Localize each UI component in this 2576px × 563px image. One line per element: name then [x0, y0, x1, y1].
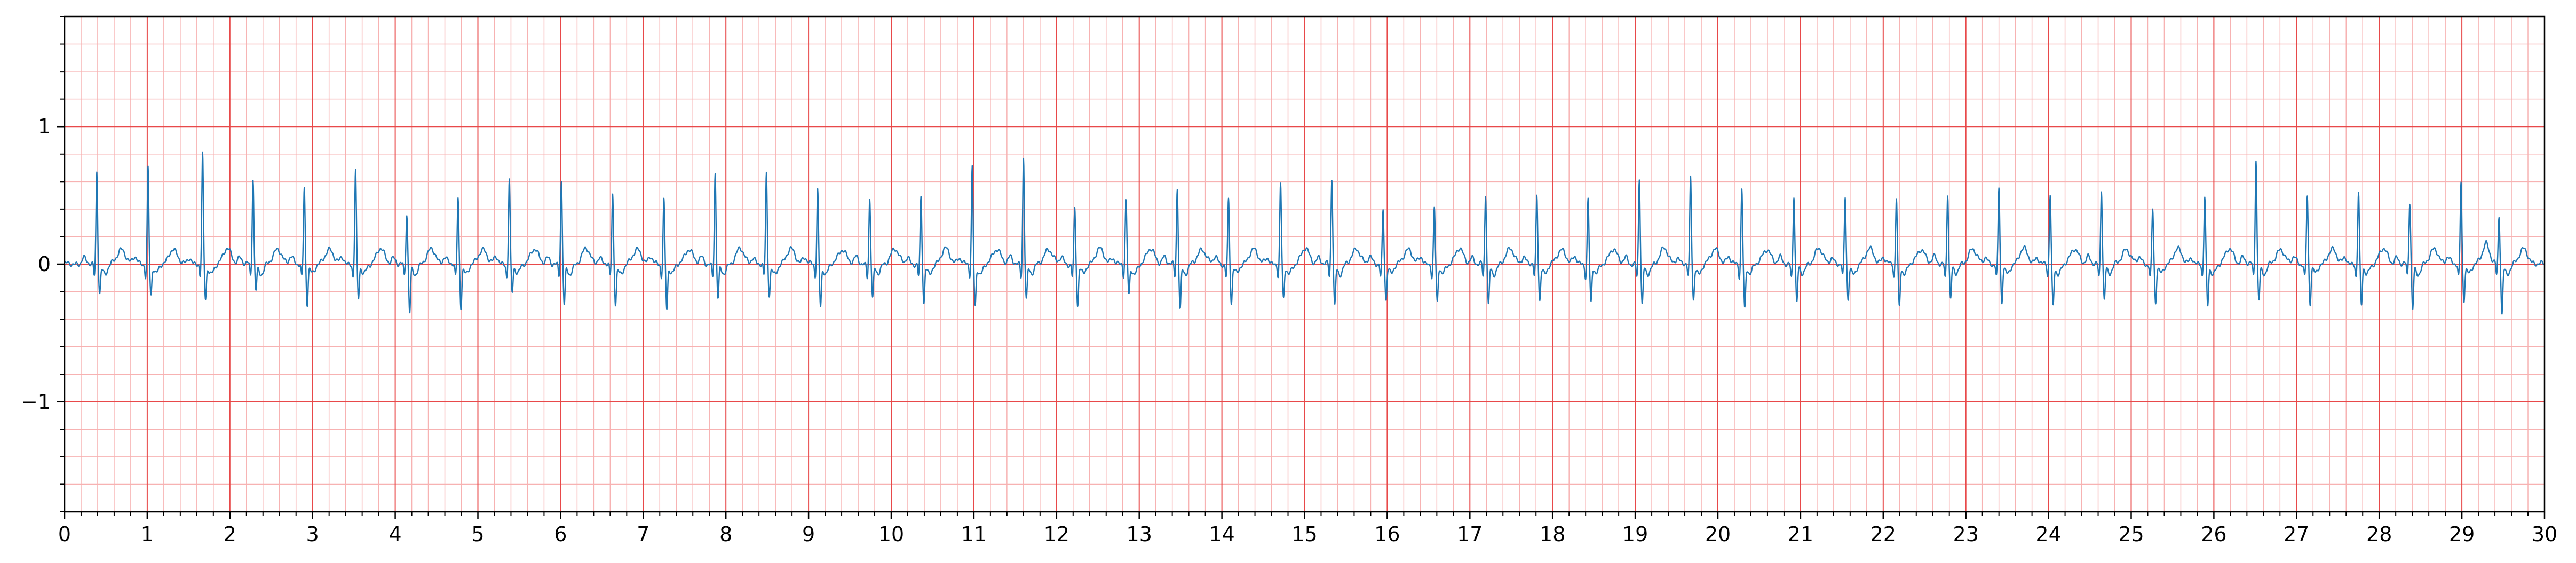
ecg-series-line	[64, 151, 2545, 315]
x-tick-label: 26	[2201, 522, 2226, 546]
plot-area	[64, 15, 2546, 513]
x-tick-label: 2	[224, 522, 236, 546]
x-tick-label: 16	[1374, 522, 1400, 546]
x-tick-label: 15	[1291, 522, 1317, 546]
y-tick-label: 0	[38, 252, 51, 276]
x-tick-label: 20	[1705, 522, 1731, 546]
x-tick-label: 6	[554, 522, 567, 546]
x-tick-label: 30	[2532, 522, 2557, 546]
x-tick-label: 25	[2118, 522, 2144, 546]
x-tick-label: 22	[1870, 522, 1896, 546]
x-tick-label: 24	[2035, 522, 2061, 546]
x-tick-label: 12	[1044, 522, 1069, 546]
x-tick-label: 17	[1457, 522, 1483, 546]
y-tick-label: −1	[21, 390, 51, 414]
y-axis: −1 0 1	[21, 16, 65, 512]
x-tick-label: 23	[1953, 522, 1979, 546]
x-tick-label: 3	[306, 522, 319, 546]
x-tick-label: 18	[1540, 522, 1565, 546]
x-tick-label: 19	[1622, 522, 1648, 546]
x-tick-label: 1	[141, 522, 154, 546]
x-tick-label: 29	[2449, 522, 2475, 546]
x-tick-label: 5	[471, 522, 484, 546]
x-tick-label: 14	[1209, 522, 1234, 546]
x-tick-label: 4	[389, 522, 402, 546]
x-tick-label: 11	[961, 522, 987, 546]
y-tick-label: 1	[38, 115, 51, 138]
x-tick-label: 8	[719, 522, 732, 546]
x-tick-label: 7	[637, 522, 649, 546]
x-axis: 0 1 2 3 4 5 6 7 8 9 10 11 12 13 14 15 16 17 18 19 20 21 22 23 24…	[58, 512, 2557, 546]
series-layer	[64, 151, 2545, 315]
x-tick-label: 10	[878, 522, 904, 546]
x-tick-label: 9	[802, 522, 815, 546]
x-tick-label: 13	[1127, 522, 1152, 546]
x-tick-label: 28	[2366, 522, 2392, 546]
x-tick-label: 27	[2284, 522, 2309, 546]
x-tick-label: 21	[1788, 522, 1813, 546]
x-tick-label: 0	[58, 522, 71, 546]
